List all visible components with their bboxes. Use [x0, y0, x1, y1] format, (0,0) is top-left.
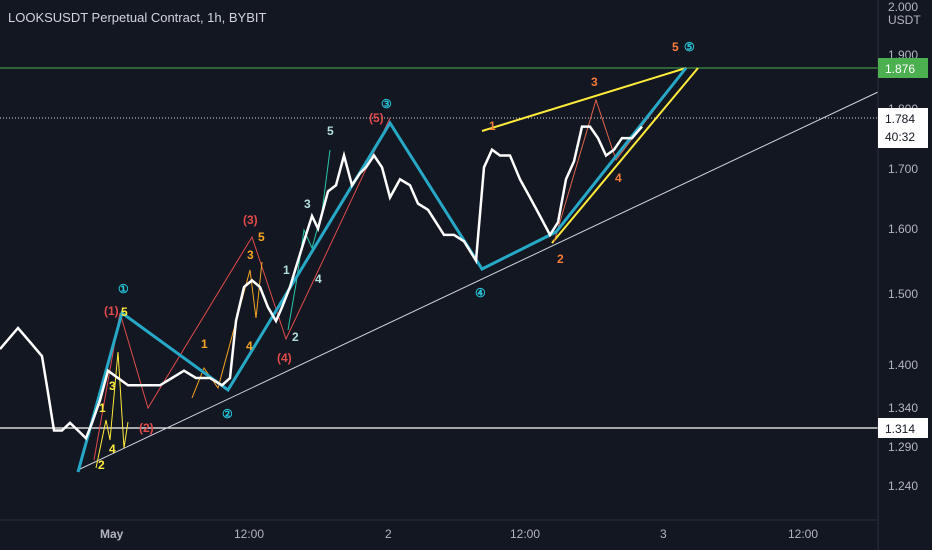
price-tick-2000: 2.000 — [888, 0, 918, 14]
price-axis-currency: USDT — [888, 13, 921, 27]
end-label-5: 5 — [672, 40, 679, 54]
wedge-lower-line[interactable] — [551, 67, 699, 244]
cyan-wave-path[interactable] — [76, 67, 688, 473]
price-tick-1700: 1.700 — [888, 162, 918, 176]
green-label-1: 1 — [283, 263, 290, 277]
upper-level-marker — [878, 58, 928, 78]
sub-label-2a: 2 — [98, 458, 105, 472]
red-label-3: (3) — [243, 213, 258, 227]
plot-area — [0, 0, 878, 520]
red-label-2: (2) — [139, 421, 154, 435]
end-label-1: 1 — [489, 119, 496, 133]
sub-label-3a: 3 — [109, 379, 116, 393]
time-label-2: 2 — [385, 527, 392, 541]
lower-level-marker — [878, 418, 928, 438]
end-label-4: 4 — [615, 171, 622, 185]
bar-countdown: 40:32 — [885, 130, 915, 144]
time-label-may: May — [100, 527, 124, 541]
green-label-5: 5 — [327, 124, 334, 138]
price-tick-1600: 1.600 — [888, 222, 918, 236]
sub-label-5a: 5 — [121, 305, 128, 319]
time-label-1200-a: 12:00 — [234, 527, 264, 541]
end-label-2: 2 — [557, 252, 564, 266]
sub-label-3b: 3 — [247, 248, 254, 262]
red-label-1: (1) — [104, 304, 119, 318]
current-price-value: 1.784 — [885, 112, 915, 126]
time-label-1200-c: 12:00 — [788, 527, 818, 541]
yellow-subwave[interactable] — [95, 351, 129, 469]
red-label-5: (5) — [369, 111, 384, 125]
price-tick-1340: 1.340 — [888, 401, 918, 415]
green-label-4: 4 — [315, 272, 322, 286]
red-label-4: (4) — [277, 351, 292, 365]
sub-label-5b: 5 — [258, 230, 265, 244]
wave-label-3: ③ — [381, 97, 392, 111]
trend-line[interactable] — [77, 91, 879, 471]
sub-label-1a: 1 — [99, 401, 106, 415]
current-price-marker — [878, 108, 928, 148]
price-tick-1400: 1.400 — [888, 358, 918, 372]
sub-label-1b: 1 — [201, 337, 208, 351]
wedge-upper-line[interactable] — [481, 67, 687, 132]
green-subwave[interactable] — [287, 149, 331, 331]
price-tick-1240: 1.240 — [888, 479, 918, 493]
wave-label-5: ⑤ — [684, 40, 695, 54]
price-tick-1290: 1.290 — [888, 440, 918, 454]
time-label-1200-b: 12:00 — [510, 527, 540, 541]
green-label-2: 2 — [292, 330, 299, 344]
wave-label-4: ④ — [475, 286, 486, 300]
chart-title: LOOKSUSDT Perpetual Contract, 1h, BYBIT — [8, 10, 267, 25]
sub-label-4b: 4 — [246, 339, 253, 353]
lower-level-value: 1.314 — [885, 422, 915, 436]
time-label-3: 3 — [660, 527, 667, 541]
upper-level-value: 1.876 — [885, 62, 915, 76]
price-tick-1500: 1.500 — [888, 287, 918, 301]
sub-label-4a: 4 — [109, 442, 116, 456]
wave-label-1: ① — [118, 282, 129, 296]
end-label-3: 3 — [591, 75, 598, 89]
green-label-3: 3 — [304, 197, 311, 211]
price-series-line — [0, 125, 643, 441]
wave-label-2: ② — [222, 407, 233, 421]
